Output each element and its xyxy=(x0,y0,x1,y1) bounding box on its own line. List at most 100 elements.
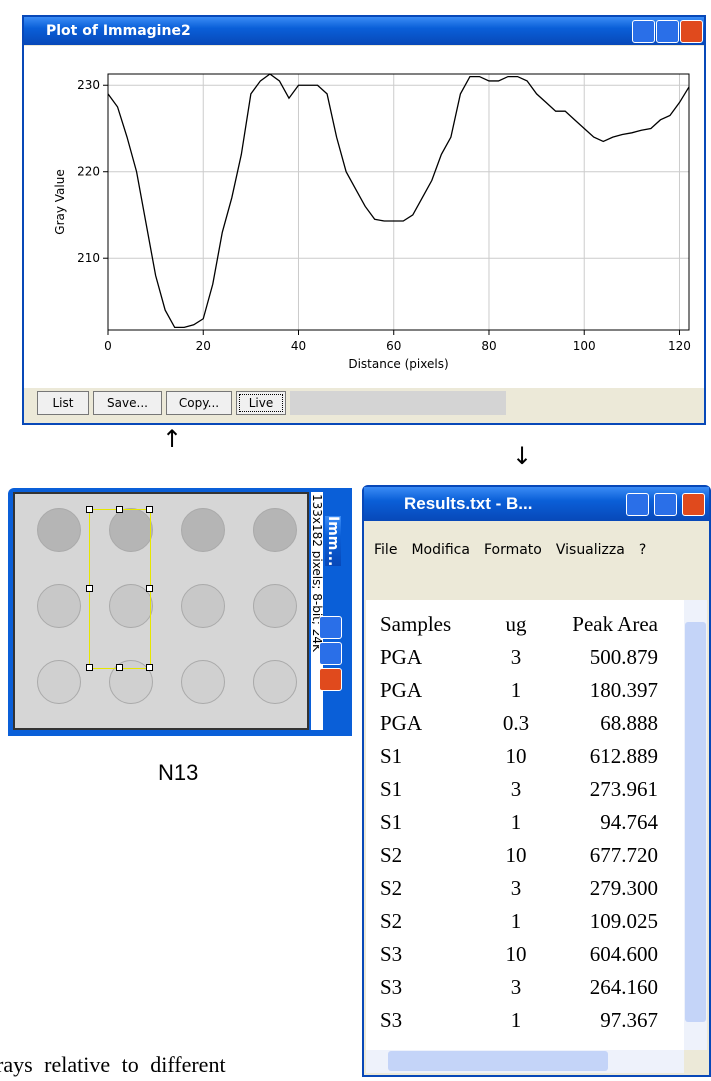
cell: PGA xyxy=(380,678,423,702)
spot xyxy=(253,508,297,552)
cell: 500.879 xyxy=(589,645,658,669)
menu-item[interactable]: Formato xyxy=(483,542,542,558)
image-window: 133x182 pixels; 8-bit; 24K Imm... xyxy=(8,488,352,736)
cell: S2 xyxy=(380,909,403,933)
cell: 1 xyxy=(510,678,522,702)
y-tick-label: 210 xyxy=(77,251,100,265)
title-bar: Plot of Immagine2 xyxy=(24,17,704,45)
cell: S2 xyxy=(380,843,403,867)
button[interactable]: Save... xyxy=(93,391,162,415)
cell: S3 xyxy=(380,1008,403,1032)
data-row: PGA 1 180.397 xyxy=(366,678,676,710)
handle xyxy=(146,585,153,592)
cell: S3 xyxy=(380,975,403,999)
minimize-button[interactable] xyxy=(632,20,655,43)
title-bar: Results.txt - B... xyxy=(364,487,709,521)
window-title: Results.txt - B... xyxy=(404,494,533,513)
cell: 273.961 xyxy=(589,777,658,801)
close-button[interactable] xyxy=(680,20,703,43)
x-axis-label: Distance (pixels) xyxy=(348,357,448,371)
cell: 264.160 xyxy=(589,975,658,999)
cell: 0.3 xyxy=(502,711,530,735)
menu-item[interactable]: File xyxy=(374,542,398,558)
menu-bar: File Modifica Formato Visualizza? xyxy=(374,531,694,569)
close-button[interactable] xyxy=(682,493,705,516)
maximize-button[interactable] xyxy=(654,493,677,516)
cell: 10 xyxy=(505,942,527,966)
cell: 279.300 xyxy=(589,876,658,900)
cell: PGA xyxy=(380,645,423,669)
image-info: 133x182 pixels; 8-bit; 24K xyxy=(312,494,324,652)
data-row: S1 10 612.889 xyxy=(366,744,676,776)
scroll-thumb[interactable] xyxy=(685,622,706,1022)
data-row: S2 3 279.300 xyxy=(366,876,676,908)
window-title: Plot of Immagine2 xyxy=(46,23,191,39)
cell: S1 xyxy=(380,777,403,801)
cell: 109.025 xyxy=(589,909,658,933)
scroll-thumb[interactable] xyxy=(388,1051,608,1071)
horizontal-scrollbar[interactable] xyxy=(366,1050,684,1073)
maximize-button[interactable] xyxy=(656,20,679,43)
data-row: S1 1 94.764 xyxy=(366,810,676,842)
plot-window: Plot of Immagine2 0 20 40 60 80 100 120 210 220 2… xyxy=(22,15,706,425)
menu-item[interactable]: Visualizza xyxy=(555,542,625,558)
minimize-button[interactable] xyxy=(626,493,649,516)
spot xyxy=(37,508,81,552)
spot xyxy=(109,584,153,628)
cell: Samples xyxy=(380,612,452,636)
data-row: S3 3 264.160 xyxy=(366,975,676,1007)
cell: 3 xyxy=(510,777,522,801)
button[interactable]: List xyxy=(37,391,89,415)
cell: 10 xyxy=(505,843,527,867)
minimize-button[interactable] xyxy=(319,616,342,639)
data-row: S3 1 97.367 xyxy=(366,1008,676,1040)
button[interactable]: Copy... xyxy=(166,391,232,415)
spot xyxy=(181,584,225,628)
chart: 0 20 40 60 80 100 120 210 220 230 Distance (pixels… xyxy=(24,46,704,388)
caption: N13 xyxy=(158,760,199,785)
spot xyxy=(37,660,81,704)
cell: S2 xyxy=(380,876,403,900)
data-row: S2 10 677.720 xyxy=(366,843,676,875)
close-button[interactable] xyxy=(319,668,342,691)
handle xyxy=(86,585,93,592)
x-tick-label: 80 xyxy=(481,339,496,353)
menu-item[interactable]: ? xyxy=(638,542,647,558)
menu-item[interactable]: Modifica xyxy=(411,542,470,558)
cell: Peak Area xyxy=(572,612,658,636)
y-axis-label: Gray Value xyxy=(53,169,67,234)
handle xyxy=(86,664,93,671)
cell: S3 xyxy=(380,942,403,966)
spot xyxy=(253,660,297,704)
line xyxy=(107,73,690,329)
results-window: Results.txt - B... File Modifica Formato Vi… xyxy=(362,485,711,1077)
arrow-down: ↓ xyxy=(512,442,533,470)
handle xyxy=(146,506,153,513)
cell: 3 xyxy=(510,876,522,900)
button[interactable]: Live xyxy=(236,391,286,415)
cell: 1 xyxy=(510,810,522,834)
spot xyxy=(181,660,225,704)
cell: 94.764 xyxy=(600,810,658,834)
cell: 10 xyxy=(505,744,527,768)
handle xyxy=(86,506,93,513)
maximize-button[interactable] xyxy=(319,642,342,665)
x-tick-label: 40 xyxy=(291,339,306,353)
window-title: Imm... xyxy=(325,516,341,567)
header-row: Samples ug Peak Area xyxy=(366,612,676,644)
data-row: S1 3 273.961 xyxy=(366,777,676,809)
cell: 612.889 xyxy=(589,744,658,768)
plot-frame xyxy=(107,73,690,331)
button-bar: List Save... Copy... Live xyxy=(24,388,704,421)
x-tick-label: 100 xyxy=(573,339,596,353)
handle xyxy=(116,664,123,671)
selection xyxy=(89,509,151,669)
cell: ug xyxy=(505,612,527,636)
vertical-scrollbar[interactable] xyxy=(684,600,707,1050)
image xyxy=(13,492,309,730)
data-row: S2 1 109.025 xyxy=(366,909,676,941)
status-field xyxy=(290,391,506,415)
cell: 97.367 xyxy=(600,1008,658,1032)
handle xyxy=(116,506,123,513)
data-row: PGA 0.3 68.888 xyxy=(366,711,676,743)
